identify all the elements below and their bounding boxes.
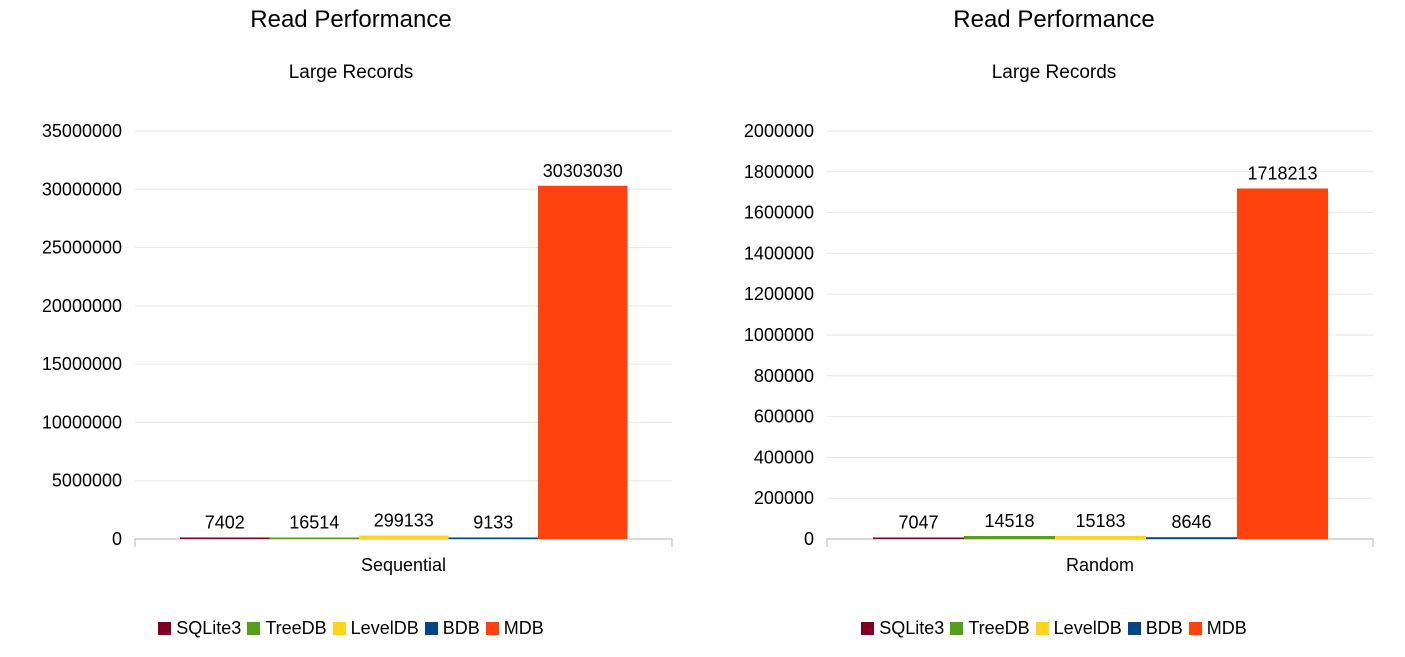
data-label: 7047 (898, 513, 938, 533)
bar-treedb (269, 537, 359, 539)
chart-title: Read Performance (250, 6, 452, 33)
legend-label: BDB (1145, 618, 1183, 638)
bar-leveldb (359, 535, 449, 539)
y-tick-label: 200000 (754, 488, 814, 508)
legend-item-treedb: TreeDB (950, 618, 1030, 639)
y-tick-label: 2000000 (744, 121, 814, 141)
data-label: 9133 (473, 513, 513, 533)
data-label: 7402 (205, 513, 245, 533)
y-tick-label: 1600000 (744, 203, 814, 223)
y-tick-label: 600000 (754, 407, 814, 427)
legend-item-sqlite3: SQLite3 (861, 618, 944, 639)
bar-sqlite3 (180, 537, 270, 539)
legend: SQLite3 TreeDB LevelDB BDB MDB (0, 618, 702, 639)
y-tick-label: 0 (112, 529, 122, 549)
y-tick-label: 1000000 (744, 325, 814, 345)
y-tick-label: 0 (804, 529, 814, 549)
y-tick-label: 1800000 (744, 162, 814, 182)
legend-swatch (1188, 622, 1202, 635)
legend-label: SQLite3 (879, 618, 945, 638)
data-label: 1718213 (1247, 163, 1317, 183)
plot-area: 0 200000 400000 600000 800000 1000000 1200000 1… (744, 121, 1374, 575)
y-tick-label: 10000000 (42, 412, 122, 432)
y-tick-label: 20000000 (42, 296, 122, 316)
legend-item-bdb: BDB (424, 618, 480, 639)
data-label: 8646 (1171, 512, 1211, 532)
bar-mdb (1237, 188, 1328, 539)
legend-item-leveldb: LevelDB (332, 618, 419, 639)
legend-label: TreeDB (265, 618, 327, 638)
bar-bdb (1146, 537, 1237, 539)
chart-sequential-reads: Read Performance Large Records 0 5000000 1… (0, 0, 702, 657)
data-label: 15183 (1075, 511, 1125, 531)
x-category-label: Sequential (361, 555, 446, 575)
y-tick-label: 15000000 (42, 354, 122, 374)
legend-swatch (950, 622, 964, 635)
legend-swatch (485, 622, 499, 635)
y-tick-label: 5000000 (52, 471, 122, 491)
legend-label: LevelDB (350, 618, 419, 638)
x-category-label: Random (1066, 555, 1134, 575)
bar-treedb (964, 536, 1055, 539)
bar-sqlite3 (873, 537, 964, 539)
legend-swatch (247, 622, 261, 635)
y-tick-label: 25000000 (42, 238, 122, 258)
chart-random-reads: Read Performance Large Records 0 200000 40… (703, 0, 1405, 657)
y-tick-label: 400000 (754, 447, 814, 467)
y-tick-label: 800000 (754, 366, 814, 386)
chart-subtitle: Large Records (288, 62, 414, 83)
legend-label: LevelDB (1053, 618, 1122, 638)
legend-swatch (1035, 622, 1049, 635)
plot-area: 0 5000000 10000000 15000000 20000000 25000000… (42, 121, 673, 575)
legend-swatch (332, 622, 346, 635)
legend-swatch (424, 622, 438, 635)
legend-swatch (158, 622, 172, 635)
legend-item-mdb: MDB (1188, 618, 1247, 639)
legend: SQLite3 TreeDB LevelDB BDB MDB (703, 618, 1405, 639)
data-label: 16514 (289, 513, 339, 533)
bar-bdb (448, 537, 538, 539)
legend-item-sqlite3: SQLite3 (158, 618, 241, 639)
legend-label: MDB (503, 618, 544, 638)
legend-label: MDB (1206, 618, 1247, 638)
legend-label: BDB (442, 618, 480, 638)
legend-swatch (1127, 622, 1141, 635)
legend-item-bdb: BDB (1127, 618, 1183, 639)
chart-subtitle: Large Records (991, 62, 1117, 83)
legend-item-mdb: MDB (485, 618, 544, 639)
y-tick-label: 1200000 (744, 284, 814, 304)
legend-label: TreeDB (968, 618, 1030, 638)
y-tick-label: 1400000 (744, 243, 814, 263)
legend-swatch (861, 622, 875, 635)
data-label: 30303030 (543, 161, 623, 181)
bar-mdb (538, 185, 628, 540)
y-tick-label: 35000000 (42, 121, 122, 141)
legend-label: SQLite3 (176, 618, 242, 638)
bar-leveldb (1055, 535, 1146, 539)
data-label: 299133 (374, 511, 434, 531)
chart-title: Read Performance (953, 6, 1155, 33)
legend-item-leveldb: LevelDB (1035, 618, 1122, 639)
legend-item-treedb: TreeDB (247, 618, 327, 639)
data-label: 14518 (984, 511, 1034, 531)
y-tick-label: 30000000 (42, 179, 122, 199)
